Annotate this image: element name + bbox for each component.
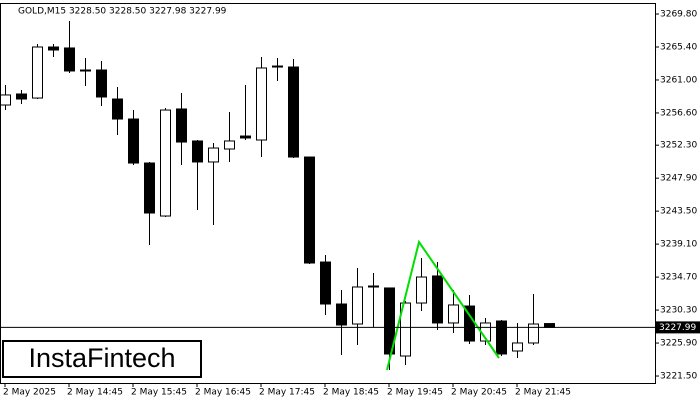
candle-body	[320, 261, 331, 305]
candle-body	[544, 323, 555, 328]
candle-body	[48, 46, 59, 51]
y-tick-label: 3230.30	[660, 306, 697, 316]
candle-body	[160, 109, 171, 217]
x-tick-label: 2 May 21:45	[515, 388, 571, 398]
x-tick-label: 2 May 15:45	[131, 388, 187, 398]
y-tick-label: 3243.50	[660, 207, 697, 217]
candle-body	[288, 66, 299, 158]
candle-body	[256, 67, 267, 141]
candle-body	[16, 93, 27, 100]
candle-body	[496, 320, 507, 355]
candle-body	[128, 118, 139, 164]
candle-body	[448, 304, 459, 324]
candle-body	[224, 140, 235, 150]
last-price-box	[656, 321, 700, 334]
y-tick-label: 3252.30	[660, 141, 697, 151]
candle-body	[80, 69, 91, 72]
candle-body	[400, 302, 411, 357]
candle-body	[0, 94, 11, 106]
candles	[0, 20, 555, 371]
candle-body	[176, 108, 187, 143]
candle-body	[352, 286, 363, 325]
candle-body	[112, 98, 123, 120]
candle-body	[368, 285, 379, 288]
x-tick-label: 2 May 2025	[3, 388, 56, 398]
candle-body	[432, 275, 443, 324]
chart-title: GOLD,M15 3228.50 3228.50 3227.98 3227.99	[18, 7, 227, 17]
candle-body	[144, 162, 155, 214]
x-tick-label: 2 May 14:45	[67, 388, 123, 398]
y-tick-label: 3261.00	[660, 75, 697, 85]
candle-body	[240, 135, 251, 139]
candle-body	[208, 147, 219, 163]
candle-body	[528, 323, 539, 344]
plot-frame	[0, 3, 656, 384]
candle-body	[32, 46, 43, 99]
watermark: InstaFintech	[28, 343, 175, 373]
candle-body	[304, 156, 315, 264]
last-price-label: 3227.99	[659, 323, 696, 333]
y-tick-label: 3239.10	[660, 240, 697, 250]
candle-body	[512, 342, 523, 352]
candle-body	[64, 47, 75, 72]
candle-body	[96, 69, 107, 98]
y-tick-label: 3225.90	[660, 339, 697, 349]
y-tick-label: 3265.40	[660, 42, 697, 52]
candle-body	[336, 303, 347, 326]
candle-body	[384, 287, 395, 355]
x-tick-label: 2 May 17:45	[259, 388, 315, 398]
x-tick-label: 2 May 19:45	[387, 388, 443, 398]
y-tick-label: 3234.70	[660, 273, 697, 283]
watermark-box	[2, 340, 202, 378]
y-tick-label: 3256.60	[660, 108, 697, 118]
y-tick-label: 3247.90	[660, 174, 697, 184]
x-tick-label: 2 May 20:45	[451, 388, 507, 398]
x-tick-label: 2 May 16:45	[195, 388, 251, 398]
x-tick-label: 2 May 18:45	[323, 388, 379, 398]
candle-body	[192, 140, 203, 163]
y-tick-label: 3221.50	[660, 372, 697, 382]
candle-body	[272, 65, 283, 68]
candle-body	[416, 276, 427, 304]
y-tick-label: 3269.80	[660, 10, 697, 20]
